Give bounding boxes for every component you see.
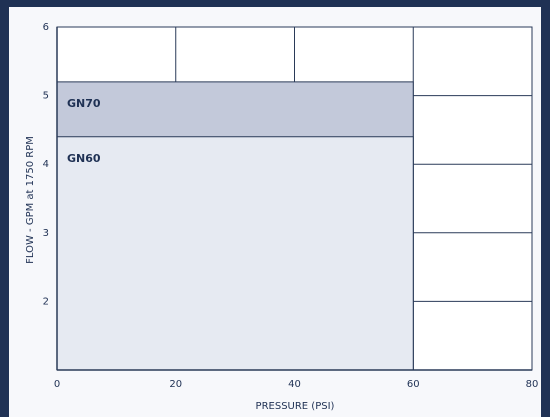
y-tick-label: 2 <box>43 296 49 307</box>
area <box>56 136 414 371</box>
x-tick-label: 40 <box>288 379 301 390</box>
x-axis-label: PRESSURE (PSI) <box>256 401 335 412</box>
x-tick-label: 20 <box>169 379 182 390</box>
x-tick-label: 80 <box>526 379 539 390</box>
y-tick-label: 3 <box>43 228 49 239</box>
series-label: GN70 <box>67 97 101 110</box>
y-axis-label: FLOW - GPM at 1750 RPM <box>25 136 36 264</box>
series-label: GN60 <box>67 152 101 165</box>
x-tick-label: 0 <box>54 379 60 390</box>
y-tick-label: 4 <box>43 159 49 170</box>
x-tick-label: 60 <box>407 379 420 390</box>
y-tick-label: 5 <box>43 91 49 102</box>
y-tick-label: 6 <box>43 22 49 33</box>
